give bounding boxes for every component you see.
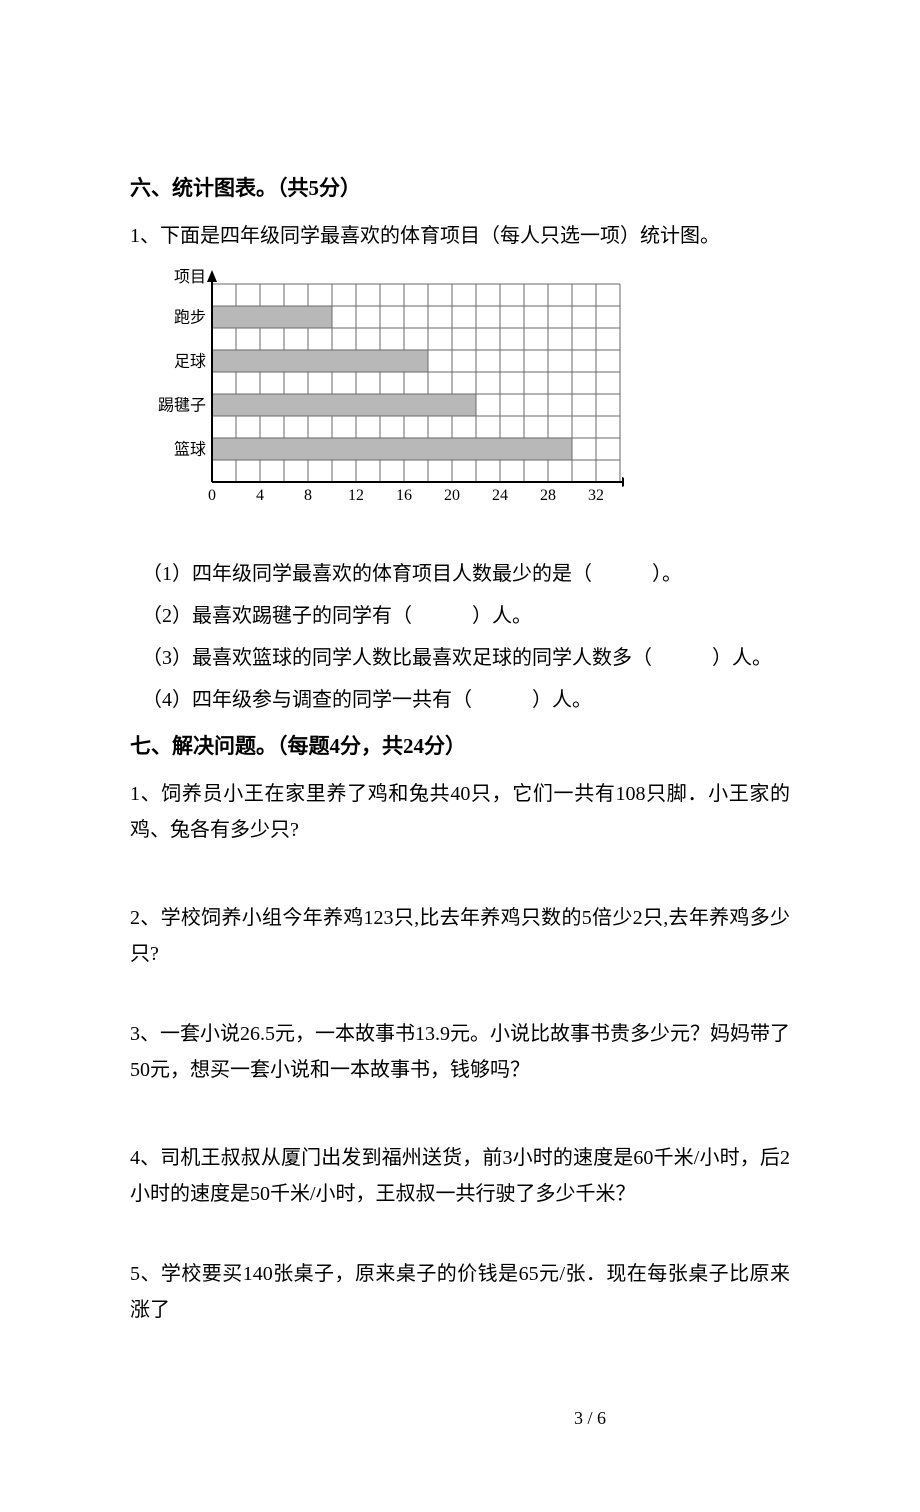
section7-q4: 4、司机王叔叔从厦门出发到福州送货，前3小时的速度是60千米/小时，后2小时的速… [130, 1140, 790, 1212]
section7-heading: 七、解决问题。（每题4分，共24分） [130, 728, 790, 766]
section6-heading: 六、统计图表。（共5分） [130, 170, 790, 208]
sports-bar-chart: 项目人数跑步足球踢毽子篮球048121620242832 [154, 266, 790, 538]
svg-text:足球: 足球 [174, 352, 206, 370]
svg-text:8: 8 [304, 487, 312, 504]
svg-text:跑步: 跑步 [174, 308, 206, 326]
section6-intro: 1、下面是四年级同学最喜欢的体育项目（每人只选一项）统计图。 [130, 218, 790, 254]
svg-text:0: 0 [208, 487, 216, 504]
svg-text:16: 16 [396, 487, 412, 504]
section6-q3: （3）最喜欢篮球的同学人数比最喜欢足球的同学人数多（ ）人。 [142, 640, 790, 676]
svg-text:24: 24 [492, 487, 508, 504]
page-number: 3 / 6 [130, 1402, 920, 1434]
svg-text:20: 20 [444, 487, 460, 504]
section6-q1: （1）四年级同学最喜欢的体育项目人数最少的是（ ）。 [142, 556, 790, 592]
section6-q2: （2）最喜欢踢毽子的同学有（ ）人。 [142, 598, 790, 634]
section7-q2: 2、学校饲养小组今年养鸡123只,比去年养鸡只数的5倍少2只,去年养鸡多少只? [130, 900, 790, 972]
section6-q4: （4）四年级参与调查的同学一共有（ ）人。 [142, 682, 790, 718]
svg-text:项目: 项目 [174, 269, 206, 286]
section7-q3: 3、一套小说26.5元，一本故事书13.9元。小说比故事书贵多少元？妈妈带了50… [130, 1016, 790, 1088]
svg-text:篮球: 篮球 [174, 440, 206, 458]
section7-q1: 1、饲养员小王在家里养了鸡和兔共40只，它们一共有108只脚．小王家的鸡、兔各有… [130, 776, 790, 848]
svg-text:4: 4 [256, 487, 264, 504]
svg-text:28: 28 [540, 487, 556, 504]
svg-text:踢毽子: 踢毽子 [158, 396, 206, 414]
svg-text:12: 12 [348, 487, 364, 504]
section7-q5: 5、学校要买140张桌子，原来桌子的价钱是65元/张．现在每张桌子比原来涨了 [130, 1256, 790, 1328]
svg-text:32: 32 [588, 487, 604, 504]
